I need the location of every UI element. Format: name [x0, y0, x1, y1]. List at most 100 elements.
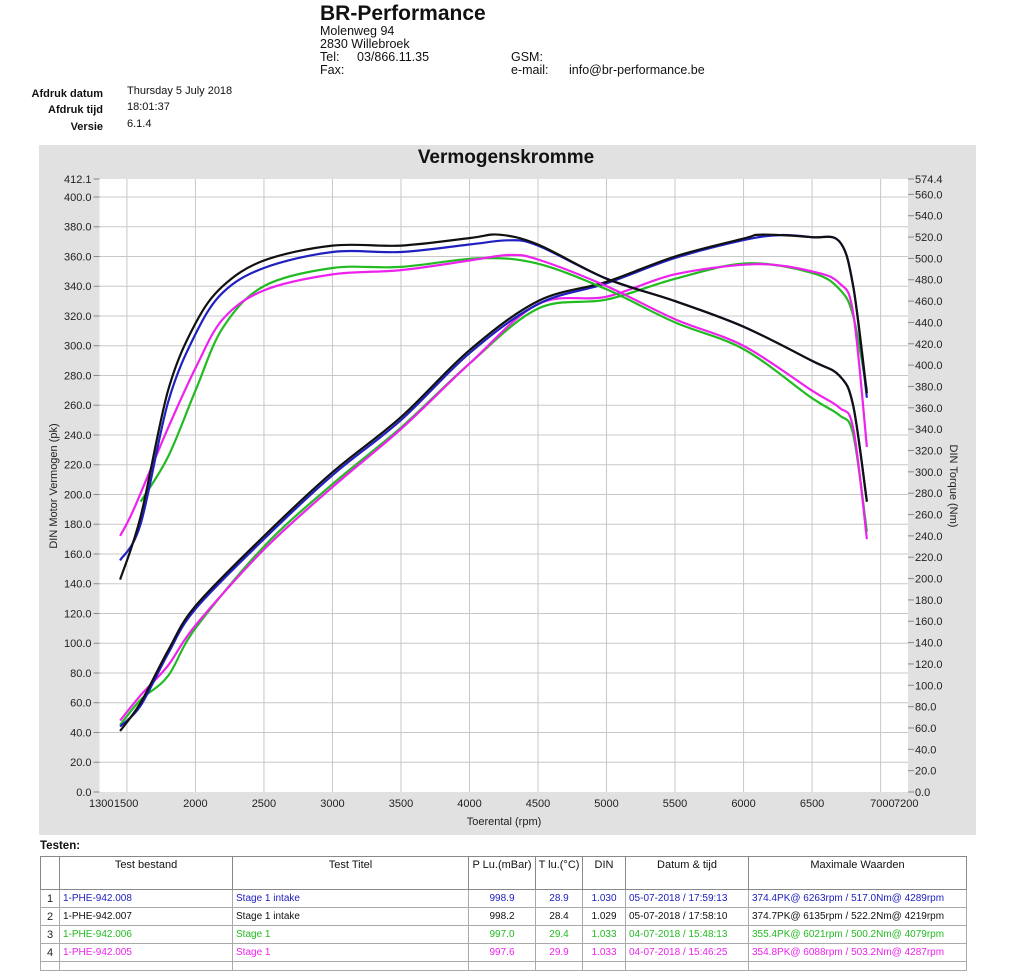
contact-phone-fax: Tel: 03/866.11.35 Fax:: [320, 51, 429, 77]
col-pressure: P Lu.(mBar): [468, 856, 536, 890]
left-axis-label: DIN Motor Vermogen (pk): [48, 423, 60, 548]
date-time: 05-07-2018 / 17:59:13: [625, 889, 749, 908]
x-tick-label: 3000: [320, 798, 344, 810]
right-tick-label: 340.0: [915, 424, 943, 436]
left-tick-label: 20.0: [70, 757, 91, 769]
chart-title: Vermogenskromme: [417, 147, 595, 168]
company-address: Molenweg 94 2830 Willebroek: [320, 25, 410, 51]
col-test-title: Test Titel: [232, 856, 469, 890]
print-time-value: 18:01:37: [127, 101, 170, 113]
right-tick-label: 240.0: [915, 531, 943, 543]
tests-section-label: Testen:: [40, 840, 81, 852]
left-axis-ticks: 0.0 20.0 40.0 60.0 80.0 100.0 120.0 140.0 160.0 1…: [64, 174, 100, 799]
right-tick-label: 400.0: [915, 360, 943, 372]
x-tick-label: 1300: [89, 798, 113, 810]
right-tick-label: 300.0: [915, 467, 943, 479]
empty-cell: [232, 961, 469, 971]
fax-label: Fax:: [320, 63, 345, 77]
left-tick-label: 160.0: [64, 549, 92, 561]
power-torque-chart: 0.0 20.0 40.0 60.0 80.0 100.0 120.0 140.0 160.0 1…: [48, 174, 959, 828]
din-factor: 1.029: [582, 907, 626, 926]
email-label: e-mail:: [511, 63, 549, 77]
left-tick-label: 200.0: [64, 489, 92, 501]
right-tick-label: 40.0: [915, 744, 936, 756]
col-din: DIN: [582, 856, 626, 890]
right-tick-label: 520.0: [915, 232, 943, 244]
temperature: 29.4: [535, 925, 583, 944]
right-axis-label: DIN Torque (Nm): [947, 445, 959, 528]
right-tick-label: 360.0: [915, 403, 943, 415]
right-tick-label: 20.0: [915, 766, 936, 778]
test-file: 1-PHE-942.008: [59, 889, 233, 908]
company-name: BR-Performance: [320, 2, 486, 25]
table-row[interactable]: 3 1-PHE-942.006 Stage 1 997.0 29.4 1.033 04-07…: [40, 925, 967, 944]
date-time: 04-07-2018 / 15:46:25: [625, 943, 749, 962]
col-temperature: T lu.(°C): [535, 856, 583, 890]
left-tick-label: 140.0: [64, 579, 92, 591]
left-tick-label: 220.0: [64, 460, 92, 472]
gsm-label: GSM:: [511, 50, 543, 64]
test-file: 1-PHE-942.007: [59, 907, 233, 926]
print-date-label: Afdruk datum: [31, 88, 104, 100]
left-tick-label: 412.1: [64, 174, 92, 186]
right-tick-label: 80.0: [915, 702, 936, 714]
left-tick-label: 240.0: [64, 430, 92, 442]
empty-cell: [748, 961, 967, 971]
max-values: 354.8PK@ 6088rpm / 503.2Nm@ 4287rpm: [748, 943, 967, 962]
empty-cell: [468, 961, 536, 971]
left-tick-label: 300.0: [64, 341, 92, 353]
table-row[interactable]: 2 1-PHE-942.007 Stage 1 intake 998.2 28.4 1.0…: [40, 907, 967, 926]
left-tick-label: 100.0: [64, 638, 92, 650]
test-file: 1-PHE-942.005: [59, 943, 233, 962]
temperature: 28.9: [535, 889, 583, 908]
x-tick-label: 1500: [114, 798, 138, 810]
pressure: 998.9: [468, 889, 536, 908]
right-tick-label: 540.0: [915, 211, 943, 223]
right-tick-label: 260.0: [915, 510, 943, 522]
left-tick-label: 380.0: [64, 222, 92, 234]
table-row[interactable]: 4 1-PHE-942.005 Stage 1 997.6 29.9 1.033 04-07…: [40, 943, 967, 962]
address-line-1: Molenweg 94: [320, 24, 395, 38]
left-tick-label: 400.0: [64, 192, 92, 204]
right-tick-label: 60.0: [915, 723, 936, 735]
version-value: 6.1.4: [127, 118, 152, 130]
empty-cell: [582, 961, 626, 971]
empty-cell: [59, 961, 233, 971]
date-time: 04-07-2018 / 15:48:13: [625, 925, 749, 944]
din-factor: 1.030: [582, 889, 626, 908]
tel-label: Tel:: [320, 50, 340, 64]
table-header-row: Test bestand Test Titel P Lu.(mBar) T lu…: [40, 856, 967, 890]
temperature: 29.9: [535, 943, 583, 962]
table-row[interactable]: 1 1-PHE-942.008 Stage 1 intake 998.9 28.9 1.0…: [40, 889, 967, 908]
x-tick-label: 5000: [594, 798, 618, 810]
right-tick-label: 500.0: [915, 253, 943, 265]
right-tick-label: 320.0: [915, 445, 943, 457]
print-date-value: Thursday 5 July 2018: [127, 85, 233, 97]
x-axis-label: Toerental (rpm): [467, 816, 542, 828]
right-tick-label: 420.0: [915, 339, 943, 351]
torque-curve: [119, 233, 868, 580]
x-tick-label: 6500: [800, 798, 824, 810]
row-index: 2: [40, 907, 60, 926]
left-tick-label: 280.0: [64, 370, 92, 382]
test-title: Stage 1 intake: [232, 889, 469, 908]
col-index: [40, 856, 60, 890]
max-values: 374.7PK@ 6135rpm / 522.2Nm@ 4219rpm: [748, 907, 967, 926]
email-value[interactable]: info@br-performance.be: [569, 63, 705, 77]
power-curve: [119, 233, 868, 732]
right-tick-label: 180.0: [915, 595, 943, 607]
right-axis-ticks: 0.0 20.0 40.0 60.0 80.0 100.0 120.0 140.0 160.0 1…: [908, 174, 943, 799]
x-tick-label: 7200: [894, 798, 918, 810]
pressure: 998.2: [468, 907, 536, 926]
left-tick-label: 320.0: [64, 311, 92, 323]
power-curve: [119, 263, 868, 722]
left-tick-label: 0.0: [76, 787, 91, 799]
date-time: 05-07-2018 / 17:58:10: [625, 907, 749, 926]
torque-curve: [119, 253, 868, 540]
test-file: 1-PHE-942.006: [59, 925, 233, 944]
pressure: 997.6: [468, 943, 536, 962]
test-title: Stage 1 intake: [232, 907, 469, 926]
left-tick-label: 120.0: [64, 608, 92, 620]
empty-cell: [625, 961, 749, 971]
right-tick-label: 574.4: [915, 174, 943, 186]
